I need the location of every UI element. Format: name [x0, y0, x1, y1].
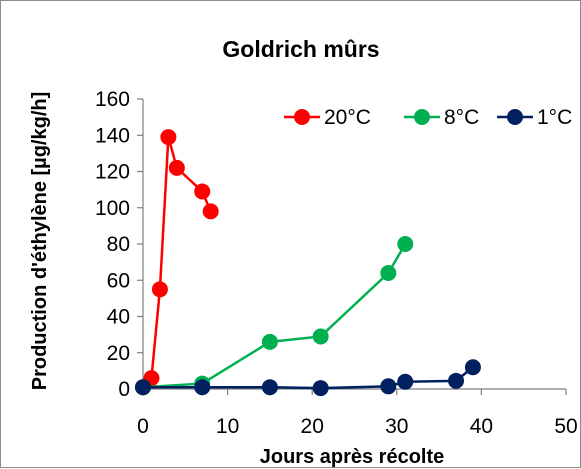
data-point [397, 236, 414, 252]
x-ticks: 0 10 20 30 40 50 [137, 389, 578, 438]
series-layer [135, 129, 481, 397]
series-line [143, 366, 474, 390]
data-point [168, 159, 185, 176]
y-tick-label: 140 [95, 124, 130, 147]
legend-marker [414, 109, 430, 125]
x-axis-label: Jours après récolte [260, 446, 445, 468]
y-ticks: 0 20 40 60 80 100 120 140 160 [95, 88, 143, 401]
data-point [464, 359, 481, 376]
y-tick-label: 100 [95, 197, 130, 220]
x-tick-label: 30 [385, 415, 408, 438]
data-point [397, 373, 414, 390]
legend-item: 8°C [404, 106, 479, 129]
legend-label: 1°C [537, 106, 572, 129]
data-point [194, 379, 211, 396]
x-tick-label: 10 [216, 415, 239, 438]
legend: 20°C 8°C 1°C [284, 106, 572, 129]
data-point [312, 328, 329, 345]
data-point [380, 378, 397, 395]
y-tick-label: 20 [107, 342, 130, 365]
data-point [312, 380, 329, 397]
x-tick-label: 20 [301, 415, 324, 438]
data-point [194, 183, 211, 200]
chart-title: Goldrich mûrs [222, 36, 379, 62]
data-point [261, 333, 278, 350]
data-point [380, 265, 397, 281]
y-axis-label: Production d'éthylène [µg/kg/h] [29, 92, 51, 391]
data-point [261, 379, 278, 396]
series-1 [135, 236, 414, 396]
y-tick-label: 120 [95, 161, 130, 184]
x-tick-label: 50 [554, 415, 577, 438]
x-tick-label: 0 [137, 415, 149, 438]
y-tick-label: 80 [107, 233, 130, 256]
legend-marker [507, 109, 523, 125]
y-tick-label: 40 [107, 306, 130, 329]
legend-item: 20°C [284, 106, 371, 129]
x-tick-label: 40 [470, 415, 493, 438]
series-line [142, 243, 407, 389]
data-point [448, 372, 465, 389]
legend-label: 20°C [324, 106, 371, 129]
data-point [151, 281, 168, 298]
legend-item: 1°C [497, 106, 572, 129]
y-tick-label: 0 [118, 378, 130, 401]
data-point [135, 379, 151, 396]
series-2 [135, 359, 481, 397]
legend-marker [294, 109, 310, 125]
series-0 [135, 129, 219, 396]
y-tick-label: 160 [95, 88, 130, 111]
y-tick-label: 60 [107, 269, 130, 292]
legend-label: 8°C [444, 106, 479, 129]
data-point [202, 203, 219, 220]
data-point [160, 129, 177, 146]
